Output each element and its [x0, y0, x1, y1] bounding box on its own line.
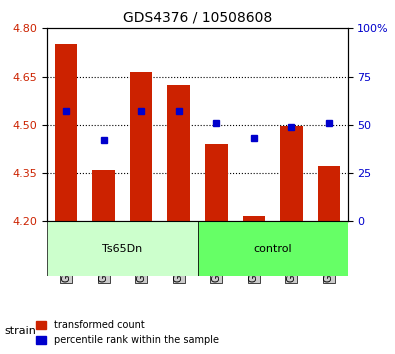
- Bar: [243, 216, 265, 221]
- Text: control: control: [253, 244, 292, 253]
- Bar: [318, 166, 340, 221]
- Bar: [167, 85, 190, 221]
- Text: strain: strain: [4, 326, 36, 336]
- Text: GDS4376 / 10508608: GDS4376 / 10508608: [123, 11, 272, 25]
- Text: Ts65Dn: Ts65Dn: [102, 244, 143, 253]
- Bar: [55, 44, 77, 221]
- Bar: [205, 144, 228, 221]
- Legend: transformed count, percentile rank within the sample: transformed count, percentile rank withi…: [32, 316, 223, 349]
- Bar: [92, 170, 115, 221]
- Bar: [130, 72, 152, 221]
- Bar: [280, 126, 303, 221]
- FancyBboxPatch shape: [198, 221, 348, 276]
- FancyBboxPatch shape: [47, 221, 198, 276]
